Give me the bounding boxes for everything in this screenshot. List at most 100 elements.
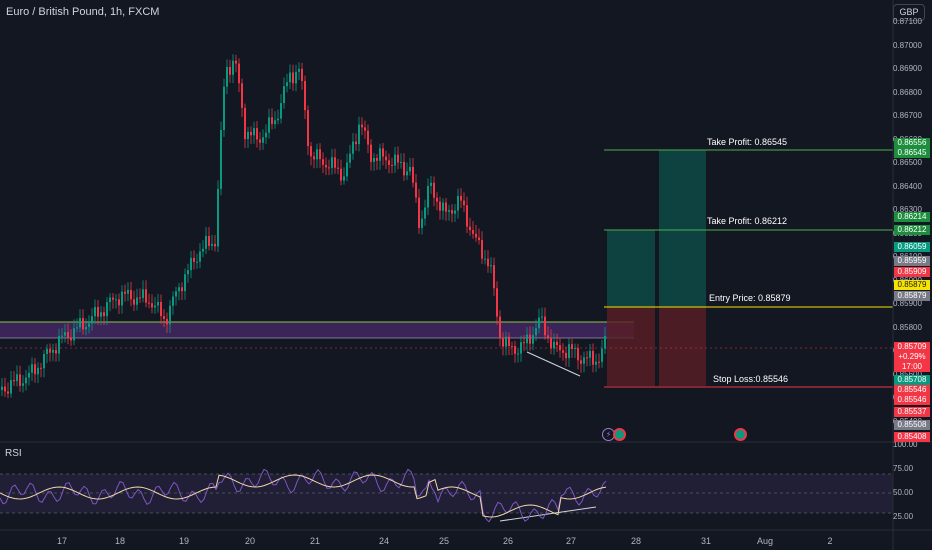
candle-body [352,141,354,154]
candle-body [427,185,429,208]
candle-body [409,166,411,172]
candle-body [391,165,393,167]
candle-body [415,182,417,198]
price-axis-label: 0.86500 [893,158,922,167]
time-axis-label: 19 [178,536,190,546]
time-axis-label: 25 [438,536,450,546]
candle-body [481,240,483,259]
candle-body [400,161,402,163]
rsi-axis-label: 100.00 [893,440,918,449]
candle-body [256,128,258,140]
candle-body [217,188,219,247]
candle-body [595,361,597,365]
candle-body [538,317,540,329]
candle-body [589,350,591,358]
candle-body [469,226,471,231]
candle-body [487,258,489,267]
candle-body [163,316,165,319]
price-tag: 0.85959 [894,256,930,266]
candle-body [496,288,498,317]
candle-body [457,195,459,211]
candle-body [463,200,465,206]
event-flag-icon[interactable] [613,428,626,441]
candle-body [250,131,252,136]
candle-body [421,218,423,228]
price-tag: 0.85708 [894,375,930,385]
candle-body [169,305,171,325]
candle-body [598,361,600,363]
price-tag: 17:00 [894,362,930,372]
candle-body [139,297,141,299]
candle-body [565,352,567,359]
candle-body [547,335,549,338]
candle-body [325,164,327,168]
time-axis-label: 18 [114,536,126,546]
candle-body [28,372,30,378]
price-tag: 0.85508 [894,420,930,430]
candle-body [319,149,321,160]
candle-body [76,327,78,329]
event-flag-icon-2[interactable] [734,428,747,441]
candle-body [511,345,513,347]
candle-body [502,337,504,347]
price-axis-label: 0.85800 [893,322,922,332]
rsi-trend-line [499,506,597,522]
candle-body [550,337,552,349]
candle-body [67,332,69,339]
candle-body [82,318,84,330]
candle-body [301,68,303,81]
candle-body [364,127,366,131]
candle-body [358,124,360,145]
candle-body [448,210,450,212]
price-tag: 0.85537 [894,407,930,417]
candle-body [13,380,15,382]
candle-body [472,230,474,234]
candle-body [88,323,90,327]
price-axis-label: 0.86800 [893,87,922,97]
candle-body [1,386,3,390]
candle-body [307,110,309,147]
trend-line-upper [526,351,581,377]
candle-body [241,83,243,108]
rsi-ma-line [0,474,607,518]
candle-body [85,326,87,330]
candle-body [568,344,570,359]
candle-body [115,299,117,301]
candle-body [226,66,228,87]
candle-body [436,197,438,202]
candle-body [376,157,378,161]
candle-body [280,103,282,119]
time-axis-label: 21 [309,536,321,546]
price-axis-label: 0.86300 [893,205,922,214]
candle-body [601,348,603,362]
candle-body [181,287,183,292]
candle-body [190,257,192,271]
price-axis-label: 0.85900 [893,299,922,308]
candle-body [424,207,426,219]
candle-body [592,350,594,365]
rsi-label: RSI [5,448,22,459]
candle-body [556,341,558,346]
candle-body [475,233,477,238]
candle-body [454,210,456,214]
candle-body [43,353,45,369]
candle-body [277,118,279,121]
candle-body [334,157,336,168]
candle-body [25,377,27,384]
time-axis-label: 27 [565,536,577,546]
candle-body [517,353,519,355]
price-tag: 0.85546 [894,385,930,395]
candle-body [124,291,126,294]
candle-body [265,132,267,138]
candle-body [34,364,36,375]
candle-body [235,60,237,64]
candle-body [205,236,207,249]
symbol-title[interactable]: Euro / British Pound, 1h, FXCM [6,6,160,18]
candle-body [493,265,495,289]
candle-body [295,71,297,84]
candle-body [292,72,294,84]
candle-body [106,302,108,317]
price-tag: +0.29% [894,352,930,362]
candle-body [439,201,441,211]
